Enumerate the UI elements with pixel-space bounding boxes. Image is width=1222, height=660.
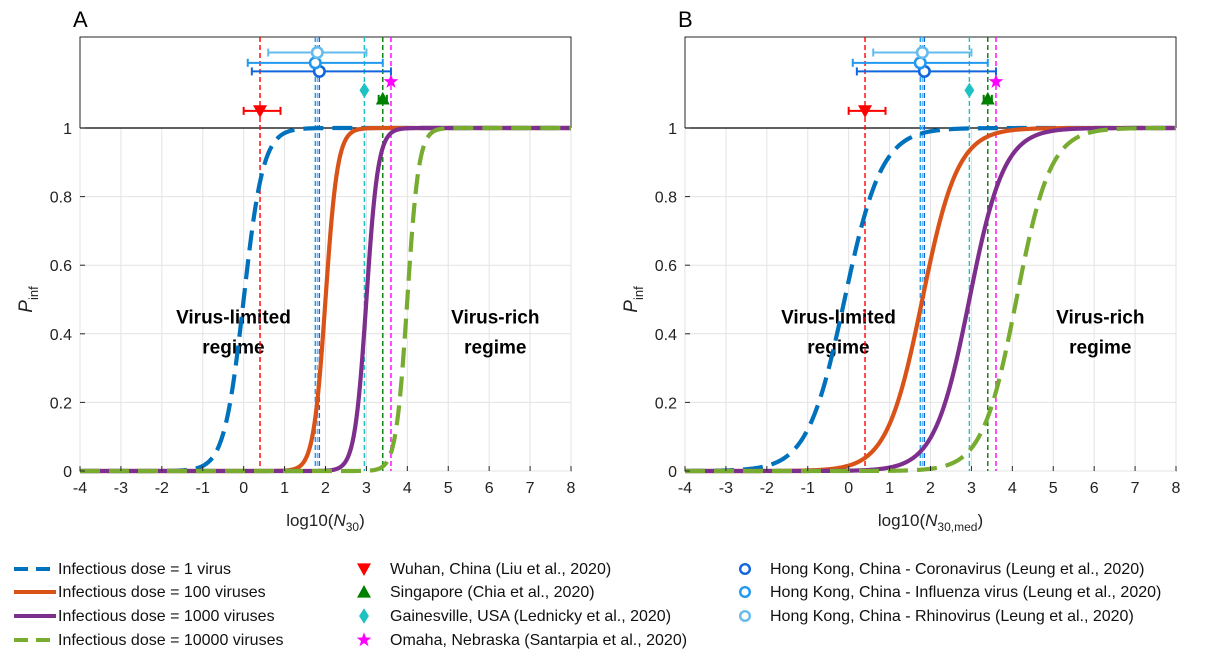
x-axis-label-close: )	[359, 511, 365, 530]
x-tick-label: -4	[73, 480, 87, 497]
x-tick-label: -3	[719, 480, 733, 497]
x-tick-label: 3	[362, 480, 371, 497]
observation-marker	[359, 82, 370, 98]
observation-marker	[988, 74, 1004, 88]
y-axis-label-symbol: P	[16, 300, 37, 313]
x-tick-label: -2	[760, 480, 774, 497]
x-tick-label: -1	[801, 480, 815, 497]
legend-label: Hong Kong, China - Coronavirus (Leung et…	[770, 561, 1144, 578]
regime-label: regime	[464, 338, 526, 359]
legend-label: Wuhan, China (Liu et al., 2020)	[390, 561, 611, 578]
y-tick-label: 0.8	[655, 190, 677, 207]
legend-circle-swatch	[739, 610, 752, 623]
y-tick-label: 0.2	[50, 395, 72, 412]
y-axis-label: Pinf	[621, 286, 646, 313]
x-tick-label: 8	[1172, 480, 1181, 497]
y-axis-label: Pinf	[16, 286, 41, 313]
y-axis-label-symbol: P	[621, 300, 642, 313]
y-axis-label-subscript: inf	[26, 286, 41, 300]
regime-label: Virus-limited	[176, 308, 291, 329]
x-tick-label: -2	[155, 480, 169, 497]
x-tick-label: 2	[926, 480, 935, 497]
regime-label: regime	[807, 338, 869, 359]
regime-label: regime	[202, 338, 264, 359]
legend-label: Singapore (Chia et al., 2020)	[390, 584, 595, 601]
y-tick-label: 0.6	[50, 258, 72, 275]
x-tick-label: -1	[196, 480, 210, 497]
x-tick-label: 0	[239, 480, 248, 497]
x-axis-label-symbol: N	[925, 511, 938, 530]
y-tick-label: 0.6	[655, 258, 677, 275]
x-axis-label: log10(N30)	[286, 511, 365, 534]
panel-letter: B	[678, 7, 693, 32]
observation-marker	[915, 45, 929, 60]
x-tick-label: 3	[967, 480, 976, 497]
legend-circle-swatch	[739, 563, 752, 576]
legend-label: Omaha, Nebraska (Santarpia et al., 2020)	[390, 632, 687, 649]
y-tick-label: 0	[63, 464, 72, 481]
y-tick-label: 1	[668, 121, 677, 138]
x-tick-label: 2	[321, 480, 330, 497]
x-axis-label: log10(N30,med)	[878, 511, 983, 534]
observation-marker	[913, 56, 927, 70]
y-tick-label: 1	[63, 121, 72, 138]
chart-panel-b: Virus-limited regime Virus-rich regime -4 -3 -…	[621, 7, 1181, 534]
observation-marker	[375, 91, 390, 105]
x-tick-label: 4	[403, 480, 412, 497]
observation-marker	[964, 82, 975, 98]
x-tick-label: 5	[444, 480, 453, 497]
x-axis-label-subscript: 30,med	[937, 520, 977, 534]
x-axis-label-symbol: N	[333, 511, 346, 530]
y-tick-label: 0.4	[50, 327, 72, 344]
legend-circle-swatch	[739, 586, 752, 599]
legend-marker-swatch	[357, 585, 371, 598]
x-axis-label-base: log10(	[286, 511, 334, 530]
observation-marker	[310, 45, 324, 60]
regime-label: Virus-rich	[451, 308, 539, 329]
y-tick-label: 0.8	[50, 190, 72, 207]
legend-label: Hong Kong, China - Influenza virus (Leun…	[770, 584, 1161, 601]
x-tick-label: 1	[885, 480, 894, 497]
x-tick-label: -3	[114, 480, 128, 497]
legend-label: Infectious dose = 1 virus	[58, 561, 231, 578]
observation-marker	[308, 56, 322, 70]
x-tick-label: 4	[1008, 480, 1017, 497]
x-tick-label: 7	[1131, 480, 1140, 497]
legend-marker-swatch	[359, 608, 369, 624]
x-tick-label: 6	[1090, 480, 1099, 497]
regime-label: Virus-rich	[1056, 308, 1144, 329]
x-axis-label-subscript: 30	[346, 520, 360, 534]
regime-label: regime	[1069, 338, 1131, 359]
y-tick-label: 0.4	[655, 327, 677, 344]
legend-marker-swatch	[357, 563, 371, 576]
chart-panel-a: Virus-limited regime Virus-rich regime -4 -3 -…	[16, 7, 576, 534]
legend-marker-swatch	[356, 632, 372, 647]
legend-label: Infectious dose = 100 viruses	[58, 584, 266, 601]
y-axis-label-subscript: inf	[631, 286, 646, 300]
x-tick-label: -4	[678, 480, 692, 497]
x-tick-label: 5	[1049, 480, 1058, 497]
regime-label: Virus-limited	[781, 308, 896, 329]
observation-marker	[253, 105, 268, 118]
observation-marker	[980, 91, 995, 105]
observation-marker	[858, 105, 873, 118]
x-tick-label: 8	[567, 480, 576, 497]
x-tick-label: 7	[526, 480, 535, 497]
legend-label: Gainesville, USA (Lednicky et al., 2020)	[390, 608, 671, 625]
observation-marker	[383, 74, 399, 88]
legend-label: Hong Kong, China - Rhinovirus (Leung et …	[770, 608, 1134, 625]
x-axis-label-base: log10(	[878, 511, 926, 530]
x-tick-label: 6	[485, 480, 494, 497]
y-tick-label: 0.2	[655, 395, 677, 412]
legend-label: Infectious dose = 1000 viruses	[58, 608, 275, 625]
legend-label: Infectious dose = 10000 viruses	[58, 632, 283, 649]
legend: Infectious dose = 1 virus Infectious dose…	[14, 561, 1161, 649]
y-tick-label: 0	[668, 464, 677, 481]
x-axis-label-close: )	[977, 511, 983, 530]
panel-letter: A	[73, 7, 88, 32]
x-tick-label: 0	[844, 480, 853, 497]
x-tick-label: 1	[280, 480, 289, 497]
